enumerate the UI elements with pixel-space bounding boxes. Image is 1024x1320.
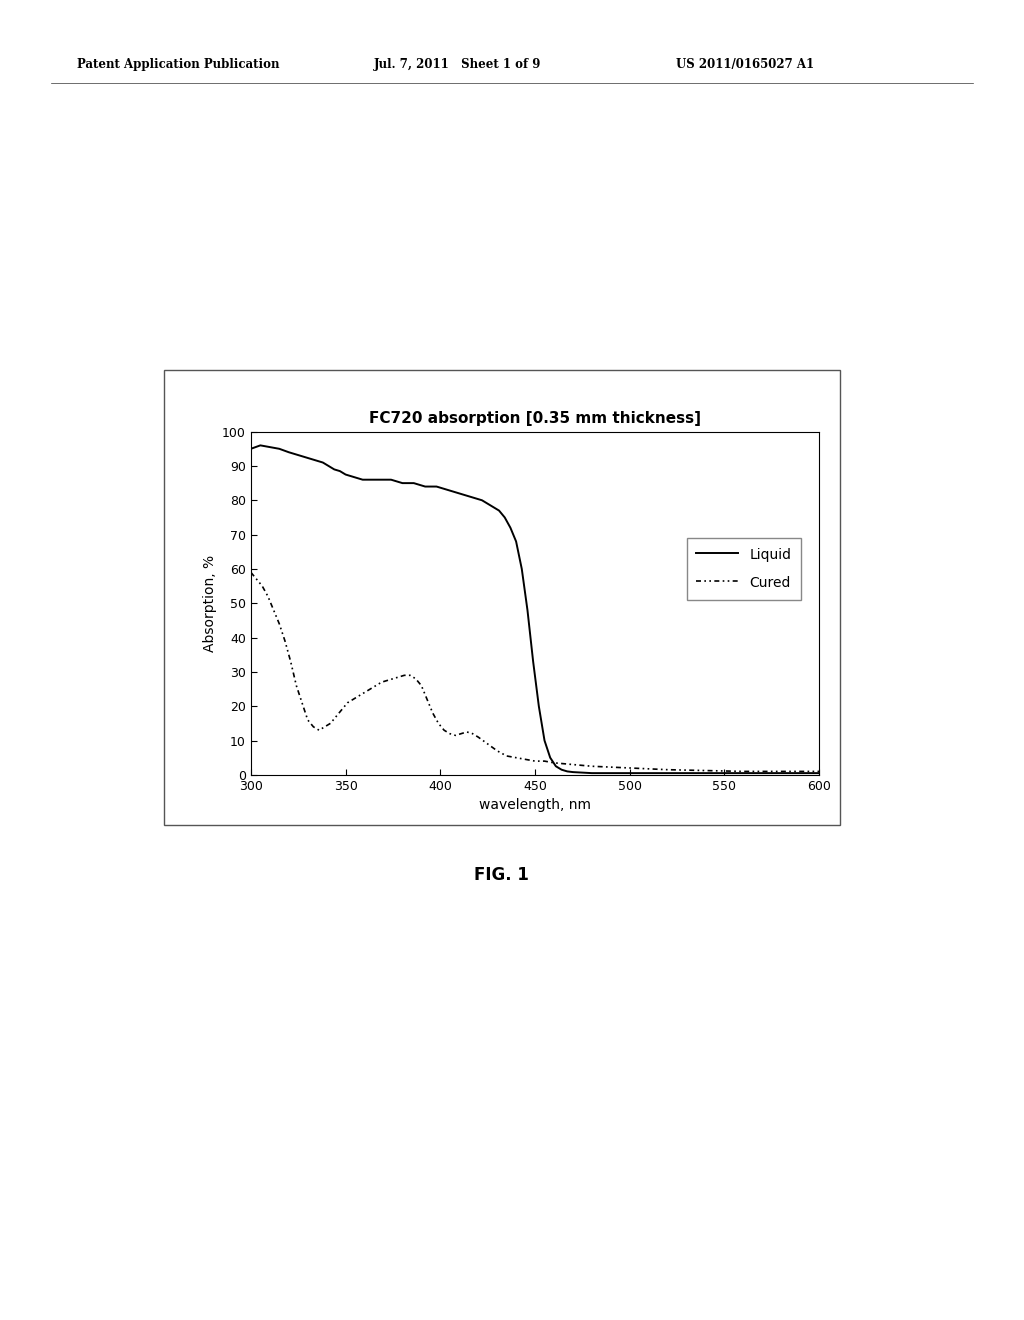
Cured — [737, 763, 750, 779]
Liquid — [245, 441, 257, 457]
Text: US 2011/0165027 A1: US 2011/0165027 A1 — [676, 58, 814, 71]
Legend: Liquid, Cured: Liquid, Cured — [687, 539, 801, 599]
Liquid — [374, 471, 386, 487]
Line: Cured: Cured — [251, 573, 819, 771]
Liquid — [362, 471, 375, 487]
Cured — [302, 711, 314, 727]
Cured — [548, 755, 560, 771]
Cured — [245, 565, 257, 581]
X-axis label: wavelength, nm: wavelength, nm — [479, 799, 591, 812]
Text: Jul. 7, 2011   Sheet 1 of 9: Jul. 7, 2011 Sheet 1 of 9 — [374, 58, 541, 71]
Text: Patent Application Publication: Patent Application Publication — [77, 58, 280, 71]
Y-axis label: Absorption, %: Absorption, % — [203, 554, 217, 652]
Liquid — [510, 533, 522, 549]
Liquid — [254, 437, 266, 453]
Text: FIG. 1: FIG. 1 — [474, 866, 529, 884]
Liquid — [813, 766, 825, 781]
Cured — [813, 763, 825, 779]
Liquid — [430, 479, 442, 495]
Liquid — [586, 766, 598, 781]
Cured — [662, 762, 674, 777]
Liquid — [441, 482, 454, 498]
Cured — [318, 719, 331, 735]
Cured — [279, 634, 291, 649]
Liquid — [775, 766, 787, 781]
Title: FC720 absorption [0.35 mm thickness]: FC720 absorption [0.35 mm thickness] — [369, 412, 701, 426]
Cured — [358, 685, 371, 701]
Line: Liquid: Liquid — [251, 445, 819, 774]
